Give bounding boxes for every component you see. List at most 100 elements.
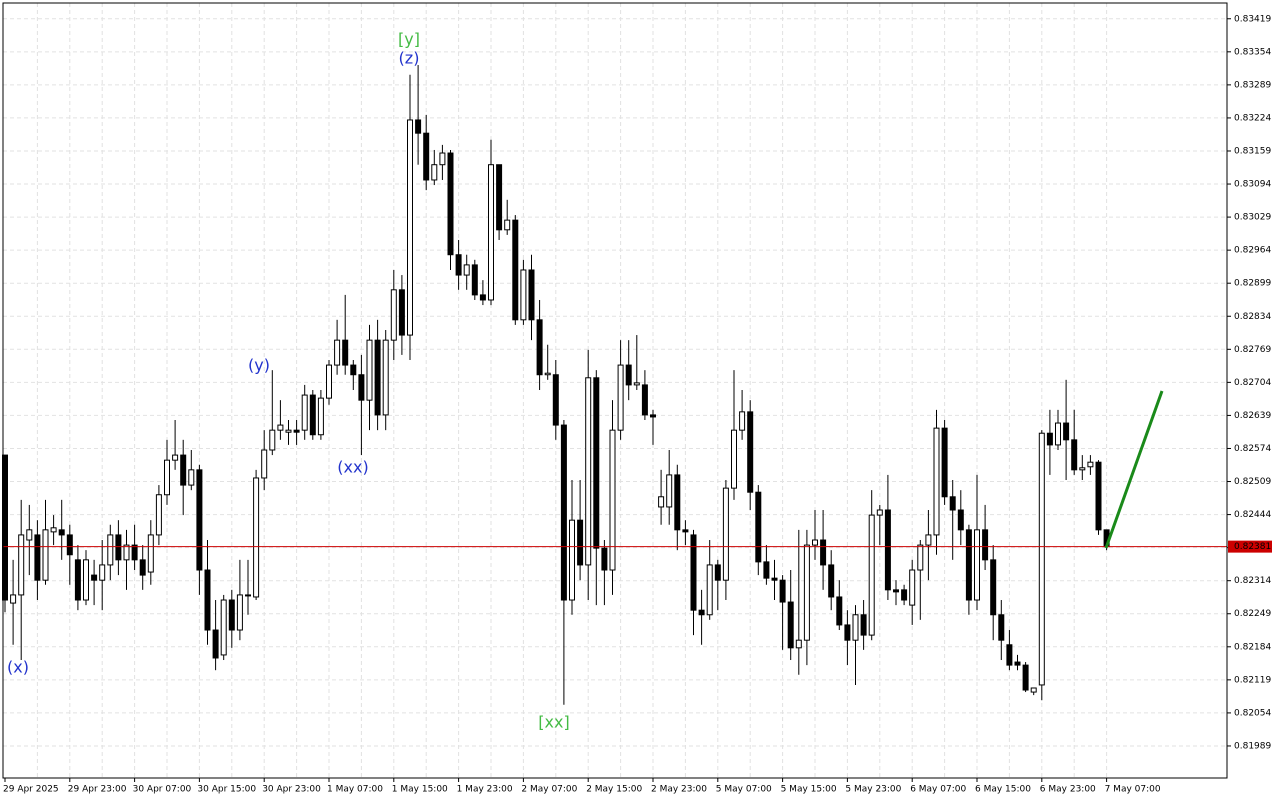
- candle-body: [1022, 664, 1029, 691]
- candle-body: [334, 339, 341, 366]
- y-tick-label: 0.82574: [1234, 444, 1271, 454]
- candle-body: [941, 427, 948, 498]
- y-tick-label: 0.81989: [1234, 741, 1271, 751]
- candle-body: [617, 364, 624, 431]
- candle-body: [447, 152, 454, 256]
- x-tick-label: 5 May 23:00: [845, 785, 901, 795]
- candle-body: [155, 494, 162, 536]
- y-tick-label: 0.82509: [1234, 477, 1271, 487]
- candle-body: [860, 614, 867, 636]
- candle-body: [99, 564, 106, 581]
- x-tick-label: 2 May 23:00: [651, 785, 707, 795]
- y-tick-label: 0.83419: [1234, 14, 1271, 24]
- candle-body: [18, 534, 25, 596]
- candle-body: [569, 519, 575, 601]
- candle-body: [893, 589, 899, 593]
- candle-body: [212, 629, 219, 659]
- y-tick-label: 0.83224: [1234, 113, 1271, 123]
- wave-label: (y): [248, 356, 270, 375]
- candle-body: [560, 424, 567, 601]
- candle-body: [382, 339, 389, 416]
- candle-body: [577, 519, 584, 566]
- y-tick-label: 0.82964: [1234, 246, 1271, 256]
- x-tick-label: 6 May 15:00: [975, 785, 1031, 795]
- candle-body: [812, 539, 818, 546]
- candle-body: [204, 569, 211, 631]
- candle-body: [228, 599, 235, 631]
- candle-body: [982, 529, 989, 561]
- wave-label: [xx]: [538, 713, 569, 732]
- x-tick-label: 5 May 07:00: [716, 785, 772, 795]
- candle-body: [1087, 461, 1094, 468]
- candle-body: [925, 534, 932, 546]
- x-tick-label: 30 Apr 07:00: [133, 785, 192, 795]
- candle-body: [714, 564, 721, 581]
- candle-body: [293, 429, 300, 433]
- wave-label: (z): [399, 49, 420, 68]
- candle-body: [471, 264, 478, 296]
- candle-body: [277, 424, 284, 431]
- candle-body: [1071, 439, 1078, 471]
- candle-body: [747, 411, 754, 493]
- y-tick-label: 0.82119: [1234, 675, 1271, 685]
- candle-body: [455, 254, 462, 276]
- candle-body: [285, 429, 292, 433]
- candle-body: [66, 534, 73, 556]
- y-tick-label: 0.82054: [1234, 708, 1271, 718]
- wave-label: (x): [7, 658, 29, 677]
- candle-body: [844, 624, 851, 641]
- candle-body: [666, 474, 673, 508]
- candle-body: [196, 469, 203, 571]
- candle-body: [398, 289, 405, 336]
- candle-body: [803, 544, 810, 641]
- x-tick-label: 30 Apr 23:00: [262, 785, 321, 795]
- candle-body: [504, 219, 511, 231]
- candle-body: [601, 547, 608, 571]
- x-tick-label: 2 May 07:00: [521, 785, 577, 795]
- candle-body: [131, 544, 138, 561]
- candle-body: [1063, 422, 1070, 441]
- candle-body: [164, 459, 170, 496]
- candle-body: [407, 119, 413, 336]
- candle-body: [261, 449, 268, 479]
- candle-body: [965, 529, 972, 601]
- candle-body: [26, 529, 33, 541]
- candle-body: [731, 429, 737, 489]
- candle-body: [350, 364, 357, 376]
- candle-body: [74, 559, 81, 601]
- candle-body: [139, 559, 146, 576]
- candle-body: [771, 577, 778, 581]
- candle-body: [658, 496, 665, 508]
- y-tick-label: 0.82834: [1234, 312, 1271, 322]
- candle-body: [1079, 467, 1086, 471]
- candle-body: [488, 164, 494, 301]
- candle-body: [593, 377, 600, 549]
- y-tick-label: 0.82639: [1234, 411, 1271, 421]
- candle-body: [990, 559, 997, 616]
- candle-body: [115, 534, 122, 561]
- x-tick-label: 1 May 07:00: [327, 785, 383, 795]
- candle-body: [884, 509, 891, 591]
- candle-body: [390, 289, 397, 341]
- candle-body: [674, 474, 681, 531]
- candle-body: [1030, 687, 1037, 693]
- candle-body: [933, 427, 940, 536]
- candle-body: [188, 469, 195, 486]
- y-tick-label: 0.82769: [1234, 345, 1271, 355]
- candle-body: [374, 339, 381, 416]
- candle-body: [706, 564, 713, 616]
- candle-body: [463, 264, 470, 276]
- candle-body: [236, 594, 243, 631]
- plot-frame: [2, 2, 1228, 779]
- candle-body: [496, 164, 503, 231]
- x-tick-label: 1 May 23:00: [457, 785, 513, 795]
- candle-body: [536, 319, 543, 376]
- wave-label: (xx): [337, 458, 368, 477]
- candle-body: [909, 569, 916, 606]
- candle-body: [317, 397, 324, 436]
- y-tick-label: 0.82314: [1234, 576, 1271, 586]
- candle-body: [1046, 432, 1053, 446]
- forecast-arrow: [1104, 390, 1164, 549]
- candle-body: [326, 364, 332, 399]
